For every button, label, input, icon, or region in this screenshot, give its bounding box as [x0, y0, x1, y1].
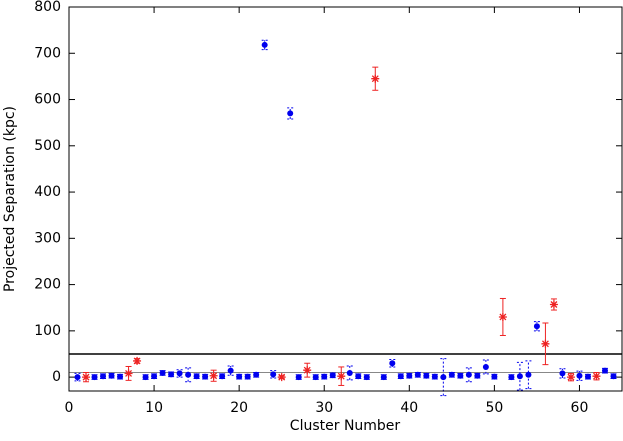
point [287, 110, 294, 117]
point [236, 373, 243, 380]
y-tick-label: 600 [34, 92, 61, 108]
point [74, 374, 81, 381]
point [133, 356, 142, 365]
x-tick-label: 40 [400, 400, 418, 416]
y-tick-label: 800 [34, 0, 61, 15]
error-bar [440, 358, 447, 397]
point [124, 369, 133, 378]
point [389, 360, 396, 367]
point [321, 373, 328, 380]
point [508, 374, 515, 381]
x-tick-label: 10 [145, 400, 163, 416]
point [414, 371, 421, 378]
point [176, 370, 183, 377]
point [549, 300, 558, 309]
point [253, 371, 260, 378]
point [91, 374, 98, 381]
point [584, 373, 591, 380]
point [209, 371, 218, 380]
point [465, 371, 472, 378]
x-tick-label: 0 [65, 400, 74, 416]
point [601, 367, 608, 374]
y-tick-label: 100 [34, 323, 61, 339]
point [482, 363, 489, 370]
point [261, 41, 268, 48]
point [142, 374, 149, 381]
point [355, 373, 362, 380]
point [100, 373, 107, 380]
point [516, 373, 523, 380]
point [202, 373, 209, 380]
point [474, 372, 481, 379]
point [397, 373, 404, 380]
point [270, 371, 277, 378]
point [337, 372, 346, 381]
point [151, 373, 158, 380]
point [329, 372, 336, 379]
point [533, 323, 540, 330]
plot-frame [68, 6, 623, 392]
point [541, 339, 550, 348]
y-tick-label: 300 [34, 230, 61, 246]
point [312, 374, 319, 381]
point [406, 372, 413, 379]
point [277, 373, 286, 382]
point [610, 373, 617, 380]
point [371, 74, 380, 83]
point [193, 373, 200, 380]
x-axis-label: Cluster Number [290, 418, 401, 434]
point [440, 374, 447, 381]
point [448, 371, 455, 378]
point [227, 367, 234, 374]
point [431, 373, 438, 380]
x-tick-label: 20 [230, 400, 248, 416]
point [244, 373, 251, 380]
point [295, 374, 302, 381]
point [576, 372, 583, 379]
y-axis-label: Projected Separation (kpc) [2, 106, 18, 292]
y-tick-label: 200 [34, 277, 61, 293]
point [566, 373, 575, 382]
x-tick-label: 60 [571, 400, 589, 416]
point [346, 369, 353, 376]
y-tick-label: 500 [34, 138, 61, 154]
error-bar [185, 367, 192, 383]
point [380, 374, 387, 381]
y-tick-label: 700 [34, 45, 61, 61]
point [498, 312, 507, 321]
error-bar [465, 367, 472, 383]
point [82, 373, 91, 382]
x-tick-label: 50 [485, 400, 503, 416]
point [159, 369, 166, 376]
error-bar [346, 365, 353, 381]
point [303, 366, 312, 375]
point [168, 371, 175, 378]
point [117, 373, 124, 380]
point [423, 372, 430, 379]
point [491, 373, 498, 380]
y-tick-label: 400 [34, 184, 61, 200]
error-bar [482, 359, 489, 375]
point [559, 370, 566, 377]
x-tick-label: 30 [315, 400, 333, 416]
point [219, 373, 226, 380]
point [185, 371, 192, 378]
point [363, 374, 370, 381]
point [457, 372, 464, 379]
point [108, 372, 115, 379]
point [592, 372, 601, 381]
y-tick-label: 0 [52, 369, 61, 385]
point [525, 371, 532, 378]
